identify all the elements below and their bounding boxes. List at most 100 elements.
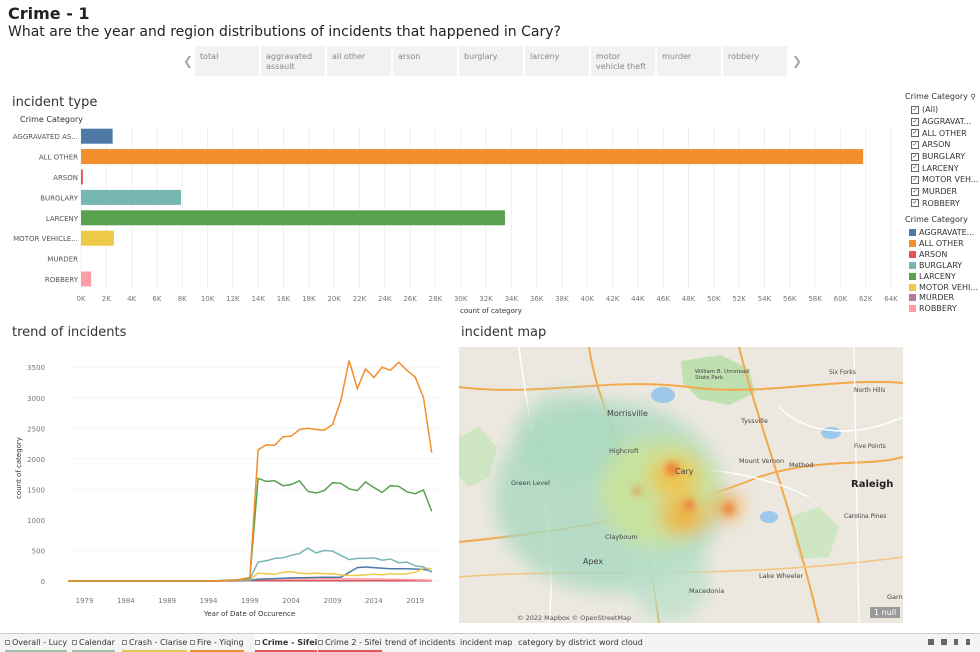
color-legend-item[interactable]: BURGLARY [905, 260, 980, 271]
filter-legend-title: Crime Category ⚲ [905, 92, 980, 101]
bar[interactable] [81, 189, 181, 205]
null-values-badge[interactable]: 1 null [870, 607, 901, 618]
color-legend-item[interactable]: ROBBERY [905, 303, 980, 314]
color-legend-title: Crime Category [905, 215, 968, 225]
filter-robbery-button[interactable]: robbery [723, 46, 787, 76]
chevron-right-icon[interactable]: ❯ [792, 54, 803, 68]
search-icon[interactable]: ⚲ [970, 93, 976, 101]
checkbox-checked-icon[interactable]: ✓ [911, 187, 919, 196]
bar[interactable] [81, 128, 113, 144]
filter-legend-label: LARCENY [922, 163, 959, 173]
color-swatch [909, 250, 916, 258]
prev-sheet-icon[interactable] [954, 639, 958, 645]
filter-legend-label: AGGRAVAT... [922, 117, 972, 127]
series-line[interactable] [68, 547, 433, 582]
filter-legend-item[interactable]: ✓ ROBBERY [905, 198, 980, 210]
bar[interactable] [81, 149, 864, 165]
sheet-tab[interactable]: category by district [518, 634, 596, 652]
sheet-tab[interactable]: Crime 2 - Sifei [318, 634, 382, 652]
x-axis-title: Year of Date of Occurence [203, 610, 295, 618]
checkbox-checked-icon[interactable]: ✓ [911, 164, 919, 173]
x-tick-label: 44K [631, 295, 645, 303]
checkbox-checked-icon[interactable]: ✓ [911, 175, 919, 184]
checkbox-checked-icon[interactable]: ✓ [911, 129, 919, 138]
filter-legend-item[interactable]: ✓ (All) [905, 104, 980, 116]
filter-legend-item[interactable]: ✓ AGGRAVAT... [905, 116, 980, 128]
x-tick-label: 26K [403, 295, 417, 303]
incident-map[interactable]: Morrisville Cary Raleigh Apex Green Leve… [459, 347, 903, 623]
checkbox-checked-icon[interactable]: ✓ [911, 140, 919, 149]
filter-total-button[interactable]: total [195, 46, 259, 76]
color-legend-item[interactable]: ARSON [905, 249, 980, 260]
filter-larceny-button[interactable]: larceny [525, 46, 589, 76]
filter-all-other-button[interactable]: all other [327, 46, 391, 76]
x-tick-label: 30K [454, 295, 468, 303]
category-filter-strip: ❮ total aggravated assault all other ars… [180, 46, 804, 76]
filter-legend-item[interactable]: ✓ MOTOR VEH... [905, 174, 980, 186]
bar[interactable] [81, 230, 114, 246]
chevron-left-icon[interactable]: ❮ [183, 54, 194, 68]
sheet-tab[interactable]: Calendar [72, 634, 115, 652]
x-tick-label: 8K [178, 295, 187, 303]
map-label-clayboum: Clayboum [605, 533, 638, 541]
filter-legend-item[interactable]: ✓ LARCENY [905, 162, 980, 174]
filter-burglary-button[interactable]: burglary [459, 46, 523, 76]
bar[interactable] [81, 271, 92, 287]
map-attribution: © 2022 Mapbox © OpenStreetMap [517, 614, 632, 622]
filter-motor-vehicle-theft-button[interactable]: motor vehicle theft [591, 46, 655, 76]
y-axis-title: count of category [15, 437, 23, 499]
sheet-tab[interactable]: word cloud [599, 634, 643, 652]
tab-color-bar [190, 650, 244, 652]
bar[interactable] [81, 169, 83, 185]
x-tick-label: 0K [76, 295, 85, 303]
filter-arson-button[interactable]: arson [393, 46, 457, 76]
checkbox-checked-icon[interactable]: ✓ [911, 152, 919, 161]
park-area [459, 427, 497, 487]
map-label-raleigh: Raleigh [851, 479, 894, 490]
sheet-tab[interactable]: Crime - Sifei [255, 634, 318, 652]
series-line[interactable] [68, 360, 433, 582]
filter-legend-item[interactable]: ✓ ARSON [905, 139, 980, 151]
color-legend-item[interactable]: MOTOR VEHI... [905, 282, 980, 293]
series-line[interactable] [68, 566, 432, 582]
sheet-tab[interactable]: incident map [460, 634, 512, 652]
filter-murder-button[interactable]: murder [657, 46, 721, 76]
color-legend-label: BURGLARY [919, 260, 963, 270]
checkbox-checked-icon[interactable]: ✓ [911, 105, 919, 114]
sheet-tab[interactable]: trend of incidents [385, 634, 455, 652]
color-legend-item[interactable]: AGGRAVATE... [905, 227, 980, 238]
color-swatch [909, 229, 916, 237]
filter-aggravated-assault-button[interactable]: aggravated assault [261, 46, 325, 76]
x-tick-label: 16K [277, 295, 291, 303]
checkbox-checked-icon[interactable]: ✓ [911, 117, 919, 126]
category-label: MOTOR VEHICLE... [13, 235, 78, 243]
color-legend-item[interactable]: MURDER [905, 293, 980, 304]
map-title: incident map [461, 325, 547, 340]
color-legend-item[interactable]: ALL OTHER [905, 238, 980, 249]
color-legend-label: ALL OTHER [919, 239, 964, 249]
series-line[interactable] [68, 567, 432, 582]
category-label: ALL OTHER [39, 154, 78, 162]
incident-type-bar-chart: Crime Category 0K 2K 4K 6K 8K 10K 12K 14K 16K 18K 2… [13, 115, 898, 315]
grid-view-icon[interactable] [928, 639, 934, 645]
x-tick-label: 52K [732, 295, 746, 303]
filter-legend-item[interactable]: ✓ MURDER [905, 186, 980, 198]
color-swatch [909, 240, 916, 248]
sheet-tab[interactable]: Fire - Yiqing [190, 634, 244, 652]
series-line[interactable] [68, 477, 433, 582]
filter-legend-item[interactable]: ✓ BURGLARY [905, 151, 980, 163]
color-legend-item[interactable]: LARCENY [905, 271, 980, 282]
sheet-tab-label: trend of incidents [385, 638, 456, 647]
park-area [681, 355, 755, 405]
x-tick-label: 6K [152, 295, 161, 303]
sheet-tab[interactable]: Overall - Lucy [5, 634, 68, 652]
bar[interactable] [81, 210, 505, 226]
dashboard-icon [122, 640, 127, 645]
y-tick-label: 500 [32, 547, 45, 555]
list-view-icon[interactable] [941, 639, 947, 645]
checkbox-checked-icon[interactable]: ✓ [911, 199, 919, 208]
next-sheet-icon[interactable] [966, 639, 970, 645]
sheet-tab[interactable]: Crash - Clarise [122, 634, 188, 652]
filter-legend-item[interactable]: ✓ ALL OTHER [905, 127, 980, 139]
x-tick-label: 38K [555, 295, 569, 303]
